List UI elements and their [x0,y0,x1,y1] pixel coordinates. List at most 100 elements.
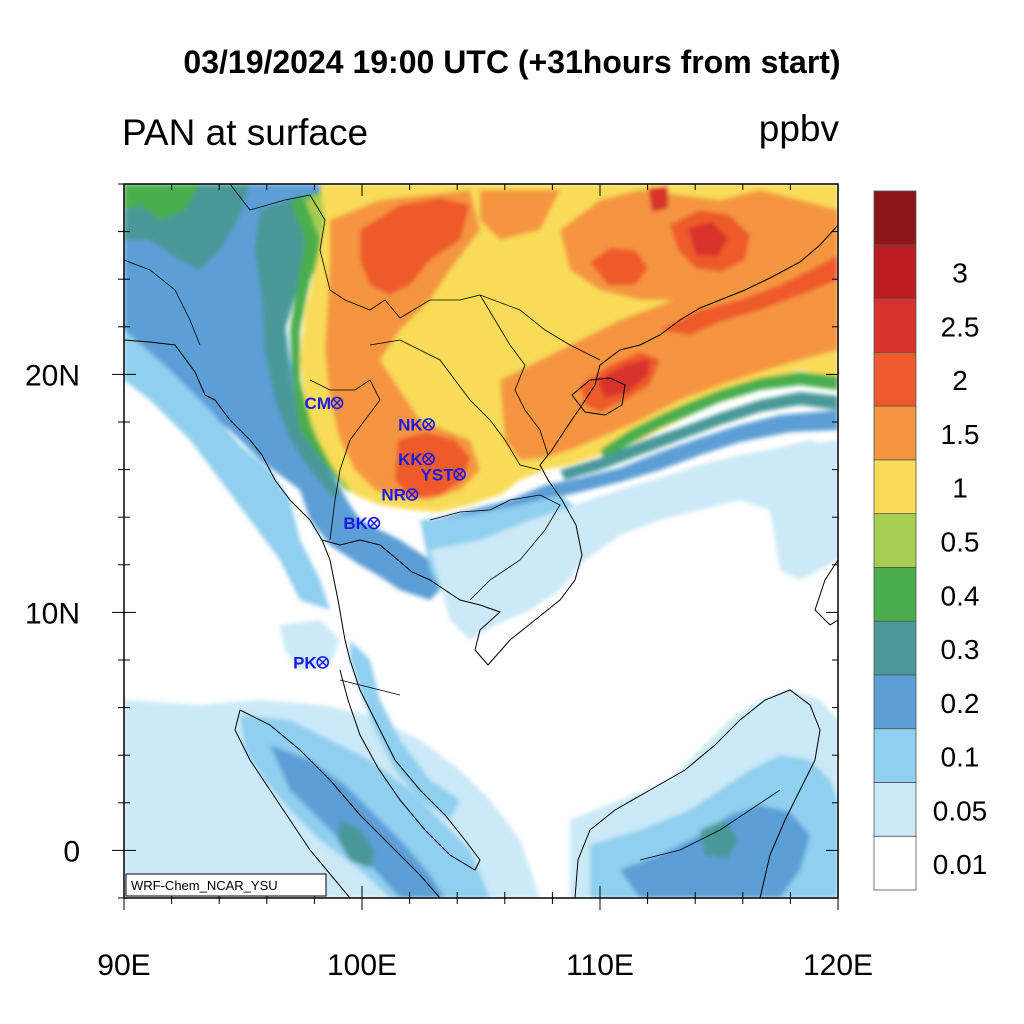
country-borders [124,184,781,861]
x-tick-label: 100E [327,949,397,982]
y-tick-label: 10N [25,597,80,630]
coastlines [124,224,838,898]
station-cross [424,420,433,429]
colorbar-label: 0.1 [941,742,980,773]
map-plot-area [124,184,838,898]
station-marker-nr: NR [381,486,419,505]
border-myanmar-china [229,184,401,319]
station-symbol [422,452,435,466]
colorbar-box [873,620,917,676]
colorbar-label: 1 [952,473,968,504]
x-tick-label: 120E [803,949,873,982]
colorbar-label: 0.01 [933,849,988,880]
colorbar-label: 2.5 [941,311,980,342]
station-label: YST [421,465,455,484]
coast-thai-gulf [321,539,501,666]
plot-border [123,183,839,899]
watermark-box [125,873,327,897]
field-borneo-teal [700,820,738,858]
x-tick-label: 90E [97,949,150,982]
variable-label: PAN at surface [122,112,369,153]
units-label: ppbv [758,108,839,149]
coast-philippines [814,559,838,626]
station-label: BK [343,514,368,533]
field-west-green [124,184,200,220]
colorbar: 0.01 0.05 0.1 0.2 0.3 0.4 0.5 1 1.5 2 2.5 3 [873,190,988,891]
field-west-lightblue [124,330,330,610]
coast-south-china [599,224,838,366]
field-red-ne [688,222,728,256]
station-symbol [422,418,435,431]
station-cross [332,398,342,408]
field-orange-north [480,190,560,240]
field-coast-green [600,372,838,460]
colorbar-box [873,298,917,353]
concentration-field [124,184,838,898]
colorbar-label: 0.5 [941,527,980,558]
map-frame [123,183,839,899]
field-darkorange-ne2 [590,248,648,285]
border-borneo [639,789,781,861]
y-axis: 20N 10N 0 [25,183,838,899]
coast-bangladesh-myanmar [124,339,351,661]
station-symbol [453,468,466,481]
station-symbol [316,656,330,669]
field-red-hainan [598,358,650,398]
colorbar-box [873,728,917,783]
field-indochina-palest [430,440,838,640]
station-label: CM [305,394,331,413]
coast-borneo [574,689,821,898]
colorbar-box [873,351,917,407]
border-thai-cambodia [429,494,561,601]
x-tick-label: 110E [566,949,634,982]
border-malaysia [339,679,401,696]
station-marker-bk: BK [343,514,381,533]
colorbar-box [873,566,917,622]
border-myanmar-india [124,259,201,346]
colorbar-box [873,782,917,837]
field-sumatra-teal [338,820,375,868]
map-title: 03/19/2024 19:00 UTC (+31hours from star… [183,44,841,80]
border-china-vietnam [479,294,601,361]
colorbar-label: 0.4 [941,580,980,611]
y-tick-label: 20N [25,359,80,392]
coast-hainan [571,377,626,416]
border-laos-vietnam [399,294,549,456]
coast-sumatra [234,709,441,898]
station-symbol [330,396,344,410]
field-malay-lightblue [350,640,460,820]
station-label: NR [381,486,406,505]
colorbar-box [873,244,917,299]
field-coast-teal [560,392,838,480]
station-symbol [367,516,381,530]
colorbar-box [873,459,917,515]
field-red-north [648,186,668,212]
station-marker-cm: CM [305,394,344,413]
station-label: PK [293,653,317,672]
station-cross [407,490,417,499]
field-myanmar-green [290,190,350,490]
station-cross [455,470,464,479]
field-darkorange-north [360,198,470,295]
watermark: WRF-Chem_NCAR_YSU [125,873,327,897]
station-marker-nk: NK [398,415,435,434]
field-darkorange-thai [395,432,470,498]
y-tick-label: 0 [63,835,80,868]
station-cross [369,518,379,528]
colorbar-label: 0.3 [941,634,980,665]
station-label: NK [398,415,423,434]
colorbar-label: 3 [952,258,968,289]
station-marker-yst: YST [421,465,466,484]
field-gulf-blue [330,500,440,600]
coast-malay-peninsula [339,659,481,871]
station-marker-pk: PK [293,653,330,672]
coast-vietnam [487,364,601,666]
colorbar-label: 0.05 [933,795,988,826]
colorbar-box [873,190,917,246]
field-darkorange-coast [660,255,838,335]
colorbar-label: 0.2 [941,688,980,719]
station-marker-kk: KK [398,450,435,469]
colorbar-box [873,405,917,461]
